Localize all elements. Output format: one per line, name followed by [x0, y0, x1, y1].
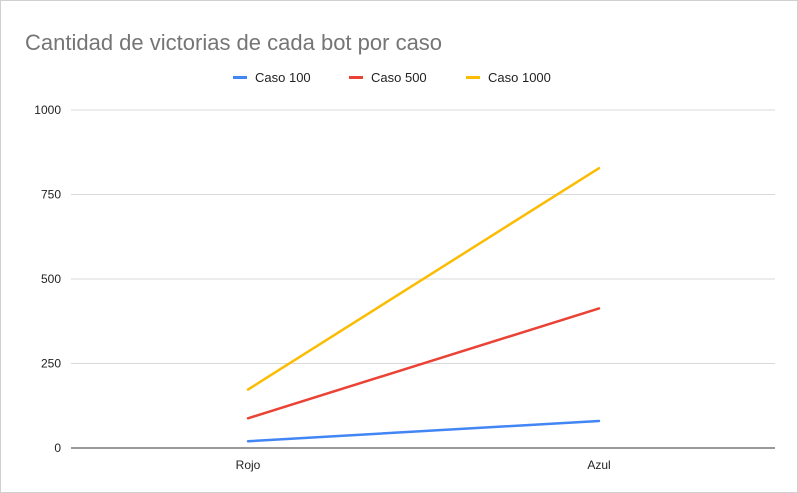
x-tick-label-azul: Azul: [587, 458, 610, 472]
y-tick-label-750: 750: [41, 188, 61, 202]
x-axis-tick-labels: Rojo Azul: [236, 458, 611, 472]
legend-label-caso-1000: Caso 1000: [488, 70, 551, 85]
series-line-caso-1000: [246, 166, 601, 391]
series-lines: [246, 166, 601, 443]
y-tick-label-500: 500: [41, 272, 61, 286]
legend-swatch-caso-1000: [466, 76, 480, 79]
y-axis-tick-labels: 0 250 500 750 1000: [34, 103, 61, 455]
y-tick-label-250: 250: [41, 357, 61, 371]
legend-label-caso-500: Caso 500: [371, 70, 427, 85]
legend-swatch-caso-500: [349, 76, 363, 79]
series-line-caso-100: [246, 419, 601, 443]
chart-title: Cantidad de victorias de cada bot por ca…: [25, 30, 442, 55]
legend: Caso 100 Caso 500 Caso 1000: [233, 70, 551, 85]
y-tick-label-0: 0: [54, 441, 61, 455]
legend-label-caso-100: Caso 100: [255, 70, 311, 85]
x-tick-label-rojo: Rojo: [236, 458, 261, 472]
y-tick-label-1000: 1000: [34, 103, 61, 117]
legend-swatch-caso-100: [233, 76, 247, 79]
series-line-caso-500: [246, 307, 601, 420]
